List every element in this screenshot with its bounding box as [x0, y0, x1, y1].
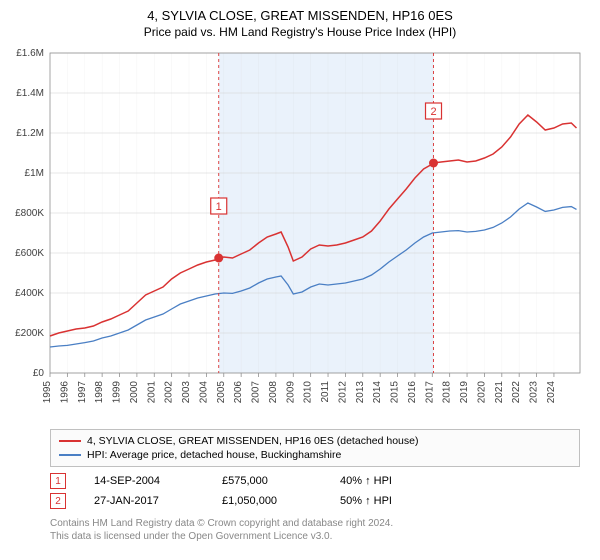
x-tick-label: 2002 — [164, 381, 175, 404]
x-tick-label: 2012 — [337, 381, 348, 404]
x-tick-label: 2001 — [146, 381, 157, 404]
y-tick-label: £1M — [25, 168, 44, 179]
x-tick-label: 2024 — [546, 381, 557, 404]
sale-date: 14-SEP-2004 — [94, 475, 194, 487]
x-tick-label: 2018 — [442, 381, 453, 404]
x-tick-label: 1997 — [77, 381, 88, 404]
legend-box: 4, SYLVIA CLOSE, GREAT MISSENDEN, HP16 0… — [50, 429, 580, 467]
legend-row: HPI: Average price, detached house, Buck… — [59, 448, 571, 462]
x-tick-label: 2005 — [216, 381, 227, 404]
footer-line-1: Contains HM Land Registry data © Crown c… — [50, 517, 580, 530]
y-tick-label: £1.2M — [16, 128, 44, 139]
footer-line-2: This data is licensed under the Open Gov… — [50, 530, 580, 543]
sale-number-badge: 2 — [50, 493, 66, 509]
x-tick-label: 2007 — [251, 381, 262, 404]
sale-price: £575,000 — [222, 475, 312, 487]
y-tick-label: £600K — [15, 248, 44, 259]
x-tick-label: 1998 — [94, 381, 105, 404]
footer-attribution: Contains HM Land Registry data © Crown c… — [50, 517, 580, 543]
sales-row: 1 14-SEP-2004 £575,000 40% ↑ HPI — [50, 471, 580, 491]
sales-table: 1 14-SEP-2004 £575,000 40% ↑ HPI 2 27-JAN-201… — [50, 471, 580, 511]
x-tick-label: 1996 — [59, 381, 70, 404]
x-tick-label: 2017 — [424, 381, 435, 404]
x-tick-label: 2011 — [320, 381, 331, 403]
x-tick-label: 2014 — [372, 381, 383, 404]
x-tick-label: 2023 — [529, 381, 540, 404]
price-chart: £0 £200K £400K £600K £800K £1M £1.2M £1.4M £1.6M… — [0, 43, 600, 423]
x-tick-label: 2004 — [198, 381, 209, 404]
x-tick-label: 2010 — [303, 381, 314, 404]
x-tick-label: 2022 — [511, 381, 522, 404]
legend-swatch — [59, 440, 81, 442]
x-tick-label: 2019 — [459, 381, 470, 404]
sale-date: 27-JAN-2017 — [94, 495, 194, 507]
sale-marker-number: 2 — [430, 106, 436, 118]
sale-marker-number: 1 — [216, 201, 222, 213]
y-tick-label: £0 — [33, 368, 45, 379]
y-tick-label: £800K — [15, 208, 44, 219]
sale-marker-dot — [214, 254, 223, 263]
legend-swatch — [59, 454, 81, 456]
x-tick-label: 2015 — [390, 381, 401, 404]
sale-number-badge: 1 — [50, 473, 66, 489]
sale-delta: 40% ↑ HPI — [340, 475, 392, 487]
legend-row: 4, SYLVIA CLOSE, GREAT MISSENDEN, HP16 0… — [59, 434, 571, 448]
x-tick-label: 2009 — [285, 381, 296, 404]
legend-label: HPI: Average price, detached house, Buck… — [87, 449, 341, 461]
x-tick-label: 2013 — [355, 381, 366, 404]
sales-row: 2 27-JAN-2017 £1,050,000 50% ↑ HPI — [50, 491, 580, 511]
x-tick-label: 2008 — [268, 381, 279, 404]
y-tick-label: £1.6M — [16, 48, 44, 59]
x-tick-label: 1999 — [112, 381, 123, 404]
page-subtitle: Price paid vs. HM Land Registry's House … — [0, 25, 600, 39]
y-tick-label: £200K — [15, 328, 44, 339]
sale-marker-dot — [429, 159, 438, 168]
legend-label: 4, SYLVIA CLOSE, GREAT MISSENDEN, HP16 0… — [87, 435, 418, 447]
y-tick-label: £400K — [15, 288, 44, 299]
page-title: 4, SYLVIA CLOSE, GREAT MISSENDEN, HP16 0… — [0, 8, 600, 23]
sale-price: £1,050,000 — [222, 495, 312, 507]
x-tick-label: 1995 — [42, 381, 53, 404]
sale-delta: 50% ↑ HPI — [340, 495, 392, 507]
x-tick-label: 2016 — [407, 381, 418, 404]
x-tick-label: 2003 — [181, 381, 192, 404]
y-tick-label: £1.4M — [16, 88, 44, 99]
x-tick-label: 2000 — [129, 381, 140, 404]
x-tick-label: 2006 — [233, 381, 244, 404]
x-tick-label: 2021 — [494, 381, 505, 404]
x-tick-label: 2020 — [476, 381, 487, 404]
